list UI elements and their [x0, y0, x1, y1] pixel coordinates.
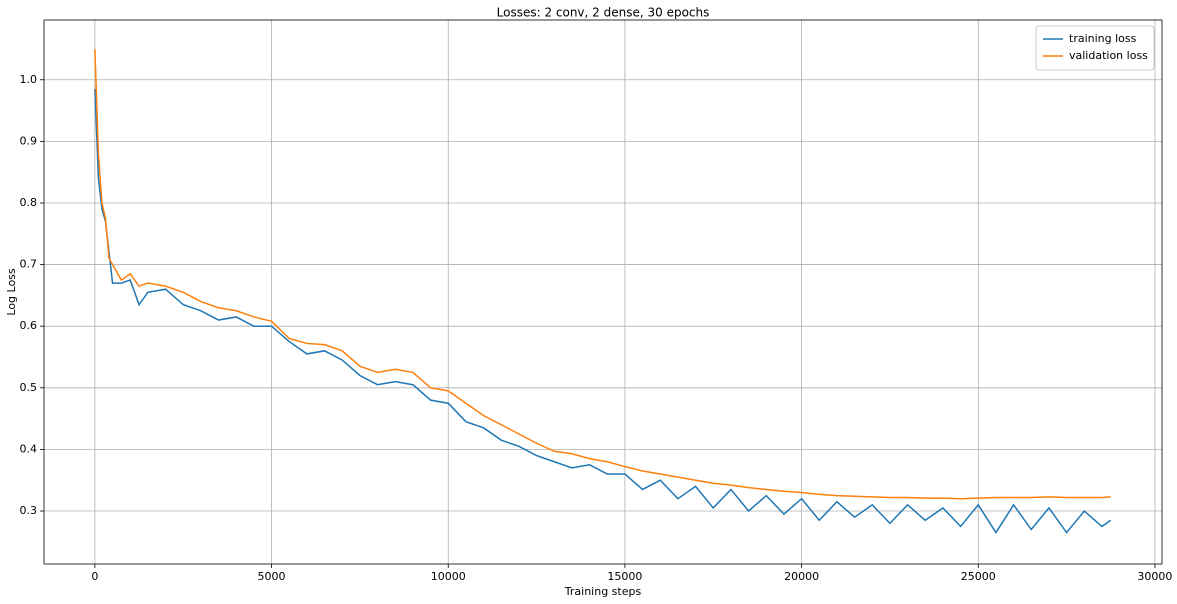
- x-tick-label: 10000: [431, 570, 466, 583]
- x-tick-label: 15000: [607, 570, 642, 583]
- y-tick-label: 0.8: [20, 196, 38, 209]
- series-line: [94, 48, 1111, 500]
- x-tick-label: 30000: [1137, 570, 1172, 583]
- y-tick-label: 0.3: [20, 504, 38, 517]
- y-tick-label: 0.9: [20, 134, 38, 147]
- y-axis-label: Log Loss: [5, 268, 18, 316]
- legend-label: validation loss: [1069, 49, 1148, 62]
- plot-frame: [43, 19, 1163, 565]
- legend-label: training loss: [1069, 32, 1137, 45]
- x-axis-label: Training steps: [564, 585, 642, 598]
- x-tick-label: 5000: [258, 570, 286, 583]
- legend-box: [1035, 25, 1155, 71]
- y-tick-label: 0.6: [20, 319, 38, 332]
- y-tick-label: 1.0: [20, 73, 38, 86]
- x-tick-label: 20000: [784, 570, 819, 583]
- legend: training loss validation loss: [1035, 25, 1155, 71]
- y-tick-label: 0.7: [20, 258, 38, 271]
- x-tick-label: 25000: [961, 570, 996, 583]
- series-line: [94, 88, 1112, 534]
- y-tick-label: 0.5: [20, 381, 38, 394]
- y-tick-label: 0.4: [20, 442, 38, 455]
- chart-title: Losses: 2 conv, 2 dense, 30 epochs: [497, 6, 710, 20]
- x-tick-label: 0: [91, 570, 98, 583]
